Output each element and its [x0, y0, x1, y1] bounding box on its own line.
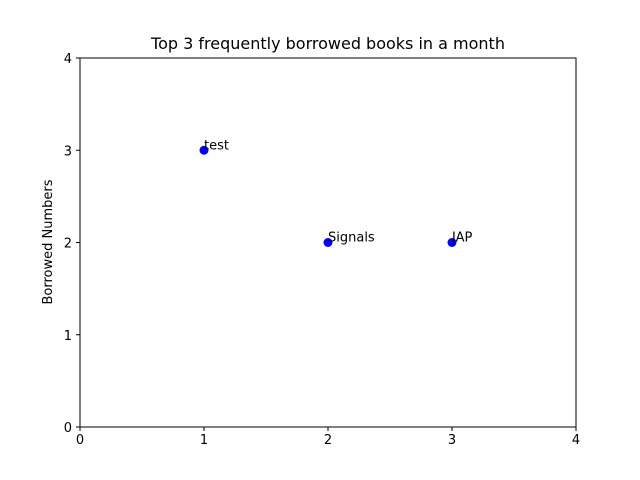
- point-label: test: [204, 138, 229, 153]
- point-label: Signals: [328, 231, 375, 246]
- y-axis-label: Borrowed Numbers: [41, 179, 56, 304]
- points-layer: test Signals JAP: [199, 138, 472, 247]
- x-tick-label: 1: [200, 433, 208, 448]
- y-tick-label: 2: [64, 237, 72, 252]
- y-tick-label: 3: [64, 144, 72, 159]
- x-tick-label: 4: [572, 433, 580, 448]
- y-tick-label: 1: [64, 329, 72, 344]
- ticks-layer: 0 1 2 3 4 0 1 2 3 4: [64, 52, 580, 448]
- data-point: [447, 238, 457, 247]
- chart-title: Top 3 frequently borrowed books in a mon…: [150, 34, 505, 53]
- y-tick-label: 4: [64, 52, 72, 67]
- plot-frame: [79, 57, 577, 428]
- x-tick-label: 2: [324, 433, 332, 448]
- point-label: JAP: [451, 231, 472, 246]
- x-tick-label: 0: [76, 433, 84, 448]
- x-tick-label: 3: [448, 433, 456, 448]
- y-tick-label: 0: [64, 421, 72, 436]
- data-point: [323, 238, 333, 247]
- data-point: [199, 145, 209, 155]
